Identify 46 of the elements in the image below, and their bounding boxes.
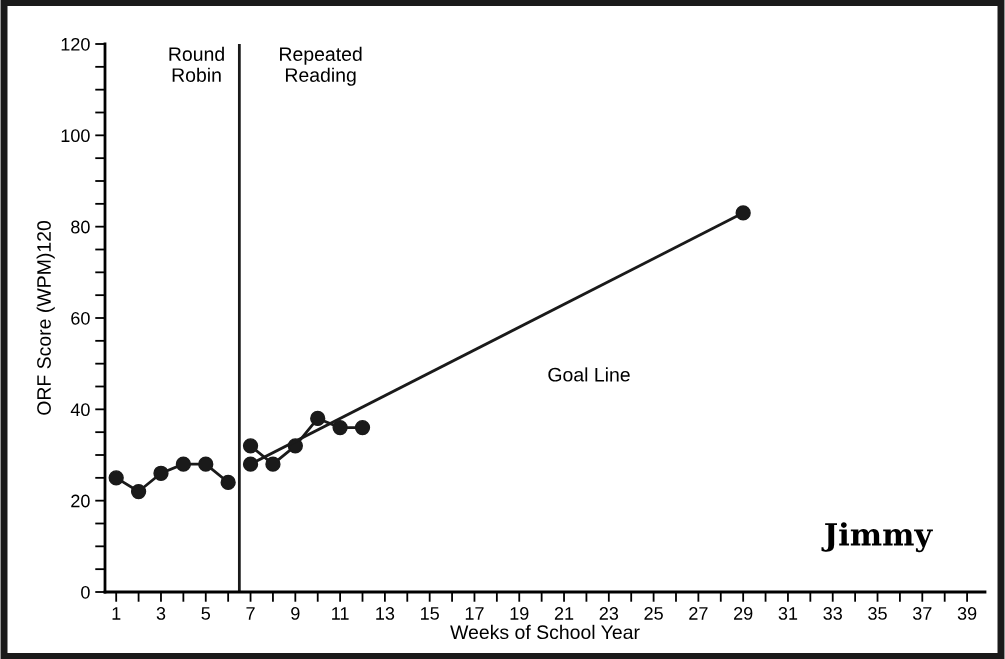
x-tick-label: 11 [332,607,349,620]
point [735,205,751,221]
x-axis-title: Weeks of School Year [450,624,640,640]
annotation: Round Robin [169,46,224,82]
point [153,465,169,481]
y-axis-title: ORF Score (WPM)120 [36,220,55,415]
y-tick-label: 0 [81,585,90,599]
x-tick-label: 13 [376,607,395,620]
x-tick-label: 17 [465,607,484,620]
x-tick-label: 39 [957,607,977,620]
annotation: Goal Line [548,367,630,382]
x-tick-label: 15 [421,607,439,620]
point [310,410,326,427]
point [175,456,192,472]
y-tick-label: 60 [71,311,90,325]
x-tick-label: 19 [510,607,529,620]
x-tick-label: 23 [599,607,619,620]
point [354,419,371,436]
x-tick-label: 5 [201,607,211,620]
annotation: Repeated Reading [280,46,362,86]
x-tick-label: 37 [912,607,932,620]
x-tick-label: 7 [246,607,255,620]
point [130,483,147,500]
x-tick-label: 33 [823,607,842,620]
x-tick-label: 29 [734,607,753,620]
annotation: Jimmy [821,522,933,553]
point [198,456,214,472]
x-tick-label: 1 [112,607,121,620]
y-tick-label: 20 [71,494,90,508]
x-tick-label: 35 [868,607,887,620]
x-tick-label: 27 [689,607,708,620]
point [242,456,259,472]
y-tick-label: 40 [70,403,90,417]
point [108,470,124,486]
x-tick-label: 31 [778,607,798,620]
x-tick-label: 21 [554,607,574,620]
x-tick-label: 9 [291,607,300,620]
y-tick-label: 120 [61,37,90,51]
x-tick-label: 3 [156,607,166,620]
y-tick-label: 100 [61,129,90,143]
point [220,474,236,491]
point [265,456,281,472]
y-tick-label: 80 [71,220,90,234]
x-tick-label: 25 [644,607,663,620]
point [242,438,259,454]
point [332,419,348,436]
